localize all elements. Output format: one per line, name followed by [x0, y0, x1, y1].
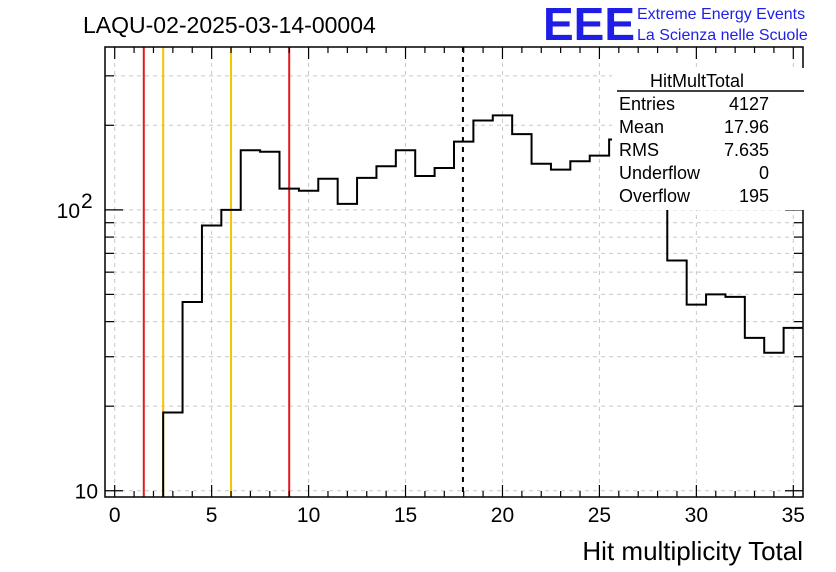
- histogram-bin: [396, 150, 415, 497]
- x-tick-label: 10: [297, 504, 320, 527]
- histogram-bin: [629, 180, 648, 497]
- logo-mark: EEE: [543, 0, 635, 50]
- histogram-bin: [493, 115, 512, 497]
- stats-label-underflow: Underflow: [619, 163, 701, 183]
- histogram-bin: [202, 225, 221, 497]
- eee-logo: EEE Extreme Energy Events La Scienza nel…: [543, 0, 808, 50]
- stats-value-rms: 7.635: [724, 140, 769, 160]
- histogram-bin: [745, 338, 764, 497]
- stats-label-mean: Mean: [619, 117, 664, 137]
- histogram-bin: [570, 161, 589, 497]
- logo-line-1: Extreme Energy Events: [637, 6, 805, 23]
- histogram-bin: [454, 142, 473, 497]
- stats-label-entries: Entries: [619, 94, 675, 114]
- histogram-bin: [435, 168, 454, 497]
- x-tick-label: 5: [206, 504, 218, 527]
- histogram-bin: [299, 191, 318, 497]
- histogram-bin: [687, 305, 706, 497]
- x-tick-label: 25: [588, 504, 611, 527]
- histogram-bin: [667, 261, 686, 497]
- histogram-bin: [648, 209, 667, 497]
- histogram-bin: [163, 412, 182, 497]
- histogram-bin: [376, 166, 395, 497]
- histogram-bin: [260, 152, 279, 497]
- x-axis-label: Hit multiplicity Total: [582, 536, 803, 566]
- stats-box: HitMultTotal Entries 4127 Mean 17.96 RMS…: [612, 68, 806, 210]
- histogram-bin: [415, 176, 434, 497]
- y-tick-label: 10: [75, 481, 98, 504]
- histogram-bin: [590, 156, 609, 497]
- chart-title: LAQU-02-2025-03-14-00004: [83, 12, 376, 38]
- stats-value-overflow: 195: [739, 186, 769, 206]
- histogram-bin: [318, 179, 337, 497]
- x-tick-label: 15: [394, 504, 417, 527]
- stats-value-entries: 4127: [729, 94, 769, 114]
- stats-value-mean: 17.96: [724, 117, 769, 137]
- stats-title: HitMultTotal: [650, 71, 744, 91]
- histogram-bin: [357, 178, 376, 497]
- x-tick-label: 0: [109, 504, 121, 527]
- histogram-bin: [532, 164, 551, 497]
- x-tick-label: 20: [491, 504, 514, 527]
- logo-line-2: La Scienza nelle Scuole: [637, 27, 808, 44]
- x-tick-label: 30: [685, 504, 708, 527]
- y-tick-label-exponent: 2: [81, 190, 93, 213]
- y-tick-label: 10: [57, 200, 80, 223]
- histogram-bin: [221, 210, 240, 497]
- marker-lines: [142, 47, 464, 497]
- histogram-bin: [241, 150, 260, 497]
- histogram-bin: [706, 294, 725, 497]
- histogram-bin: [473, 121, 492, 497]
- histogram-bin: [764, 353, 783, 497]
- histogram-series: [162, 114, 803, 497]
- histogram-bin: [725, 297, 744, 497]
- histogram-bin: [338, 204, 357, 497]
- stats-label-rms: RMS: [619, 140, 659, 160]
- histogram-bin: [784, 328, 803, 497]
- histogram-bin: [551, 170, 570, 497]
- stats-value-underflow: 0: [759, 163, 769, 183]
- histogram-bin: [280, 189, 299, 497]
- histogram-bin: [512, 134, 531, 497]
- histogram-bin: [183, 302, 202, 497]
- x-tick-label: 35: [782, 504, 805, 527]
- stats-label-overflow: Overflow: [619, 186, 691, 206]
